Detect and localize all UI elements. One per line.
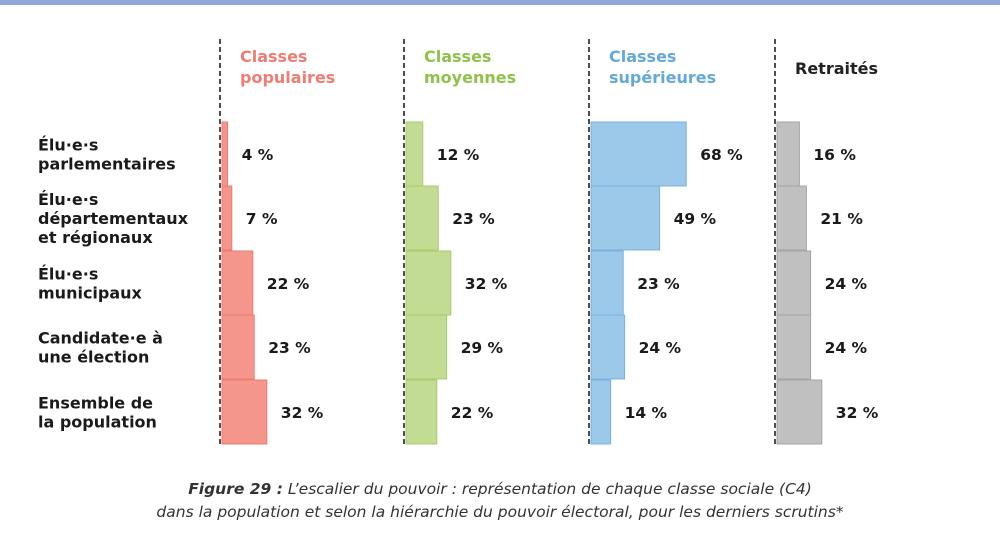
series-title: Classes populaires [240,47,335,87]
category-label: Élu·e·s municipaux [38,265,143,303]
figure-label: Figure 29 : [188,480,283,498]
data-label: 24 % [639,339,682,357]
bar [776,185,807,251]
data-label: 14 % [625,404,668,422]
data-label: 23 % [268,339,311,357]
bar [590,250,624,316]
bar [776,314,812,380]
bar [590,121,687,187]
data-label: 22 % [267,275,310,293]
bar [776,250,812,316]
series-title: Classes supérieures [609,47,716,87]
bar [405,185,439,251]
bar [221,379,268,445]
window-top-border [0,0,1000,5]
series-title: Classes moyennes [424,47,516,87]
bar [221,121,229,187]
category-label: Élu·e·s départementaux et régionaux [38,190,189,247]
data-label: 24 % [825,339,868,357]
data-label: 68 % [700,146,743,164]
bar [590,185,661,251]
data-label: 4 % [242,146,274,164]
bar [776,379,823,445]
category-label: Élu·e·s parlementaires [38,136,176,174]
bar [221,314,255,380]
document-page: Élu·e·s parlementaires Élu·e·s départementa… [0,5,1000,538]
figure-caption-text-1: L’escalier du pouvoir : représentation d… [287,480,812,498]
data-label: 24 % [825,275,868,293]
category-label: Ensemble de la population [38,394,157,432]
power-staircase-chart: Élu·e·s parlementaires Élu·e·s départementa… [38,39,879,447]
data-label: 29 % [461,339,504,357]
category-label: Candidate·e à une élection [38,329,163,367]
data-label: 32 % [465,275,508,293]
bar [221,185,233,251]
bar [590,314,626,380]
bar [405,121,424,187]
data-label: 12 % [437,146,480,164]
bar [776,121,800,187]
data-label: 23 % [637,275,680,293]
bar [405,314,448,380]
bar [590,379,612,445]
data-label: 22 % [451,404,494,422]
series-title: Retraités [795,59,878,78]
data-label: 32 % [836,404,879,422]
data-label: 7 % [246,210,278,228]
figure-caption-line-2: dans la population et selon la hiérarchi… [156,503,844,521]
bar [405,250,452,316]
data-label: 32 % [281,404,324,422]
bar [405,379,438,445]
figure-caption-line-1: Figure 29 : L’escalier du pouvoir : repr… [0,478,1000,500]
data-label: 21 % [820,210,863,228]
bar [221,250,254,316]
data-label: 16 % [813,146,856,164]
data-label: 23 % [452,210,495,228]
data-label: 49 % [674,210,717,228]
